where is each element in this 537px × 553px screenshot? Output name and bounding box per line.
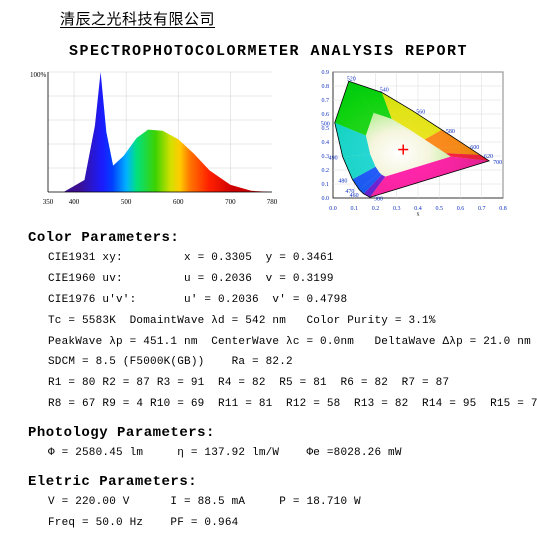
svg-text:0.1: 0.1 — [322, 182, 330, 188]
param-line: CIE1931 xy: x = 0.3305 y = 0.3461 — [48, 248, 537, 269]
cie-chart: 3804604704804905005205405605806006207000… — [309, 66, 509, 220]
spectral-chart: 350 400 500 600 700 780 100% — [28, 66, 278, 220]
param-line: PeakWave λp = 451.1 nm CenterWave λc = 0… — [48, 332, 537, 353]
svg-text:500: 500 — [121, 198, 132, 206]
svg-text:470: 470 — [345, 189, 354, 195]
svg-text:580: 580 — [446, 129, 455, 135]
param-line: Φ = 2580.45 lm η = 137.92 lm/W Φe =8028.… — [48, 443, 537, 464]
svg-text:0.2: 0.2 — [372, 206, 380, 212]
svg-text:350: 350 — [43, 198, 54, 206]
svg-text:560: 560 — [416, 110, 425, 116]
svg-text:0.8: 0.8 — [322, 84, 330, 90]
param-line: SDCM = 8.5 (F5000K(GB)) Ra = 82.2 — [48, 352, 537, 373]
param-line: CIE1960 uv: u = 0.2036 v = 0.3199 — [48, 269, 537, 290]
electric-params: V = 220.00 V I = 88.5 mA P = 18.710 WFre… — [48, 492, 537, 534]
svg-text:0.9: 0.9 — [322, 70, 330, 76]
svg-text:x: x — [417, 212, 420, 217]
svg-text:490: 490 — [329, 156, 338, 162]
color-heading: Color Parameters: — [28, 230, 537, 246]
svg-text:620: 620 — [484, 154, 493, 160]
svg-text:600: 600 — [173, 198, 184, 206]
svg-text:0.4: 0.4 — [322, 140, 330, 146]
svg-text:400: 400 — [69, 198, 80, 206]
photology-heading: Photology Parameters: — [28, 425, 537, 441]
svg-text:0.2: 0.2 — [322, 168, 330, 174]
param-line: R8 = 67 R9 = 4 R10 = 69 R11 = 81 R12 = 5… — [48, 394, 537, 415]
svg-text:0.7: 0.7 — [478, 206, 486, 212]
svg-text:0.6: 0.6 — [457, 206, 465, 212]
svg-text:0.3: 0.3 — [393, 206, 401, 212]
param-line: CIE1976 u'v': u' = 0.2036 v' = 0.4798 — [48, 290, 537, 311]
color-params: CIE1931 xy: x = 0.3305 y = 0.3461CIE1960… — [48, 248, 537, 415]
svg-text:0.8: 0.8 — [499, 206, 507, 212]
param-line: Freq = 50.0 Hz PF = 0.964 — [48, 513, 537, 534]
company-name: 清辰之光科技有限公司 — [60, 8, 537, 29]
svg-text:0.3: 0.3 — [322, 154, 330, 160]
svg-text:700: 700 — [493, 160, 502, 166]
svg-text:380: 380 — [374, 196, 383, 202]
electric-heading: Eletric Parameters: — [28, 474, 537, 490]
svg-text:600: 600 — [470, 145, 479, 151]
param-line: V = 220.00 V I = 88.5 mA P = 18.710 W — [48, 492, 537, 513]
svg-text:0.7: 0.7 — [322, 98, 330, 104]
svg-text:0.1: 0.1 — [351, 206, 359, 212]
svg-text:780: 780 — [267, 198, 278, 206]
param-line: R1 = 80 R2 = 87 R3 = 91 R4 = 82 R5 = 81 … — [48, 373, 537, 394]
svg-text:100%: 100% — [30, 71, 47, 79]
param-line: Tc = 5583K DomaintWave λd = 542 nm Color… — [48, 311, 537, 332]
svg-text:0.5: 0.5 — [322, 126, 330, 132]
report-title: SPECTROPHOTOCOLORMETER ANALYSIS REPORT — [0, 43, 537, 60]
svg-text:0.0: 0.0 — [329, 206, 337, 212]
svg-text:480: 480 — [338, 178, 347, 184]
svg-text:520: 520 — [347, 76, 356, 82]
svg-text:0.6: 0.6 — [322, 112, 330, 118]
svg-text:0.5: 0.5 — [436, 206, 444, 212]
charts-row: 350400500600700780100% 38046047048049050… — [0, 66, 537, 220]
photology-params: Φ = 2580.45 lm η = 137.92 lm/W Φe =8028.… — [48, 443, 537, 464]
svg-text:0.0: 0.0 — [322, 196, 330, 202]
svg-text:700: 700 — [225, 198, 236, 206]
svg-text:540: 540 — [380, 87, 389, 93]
